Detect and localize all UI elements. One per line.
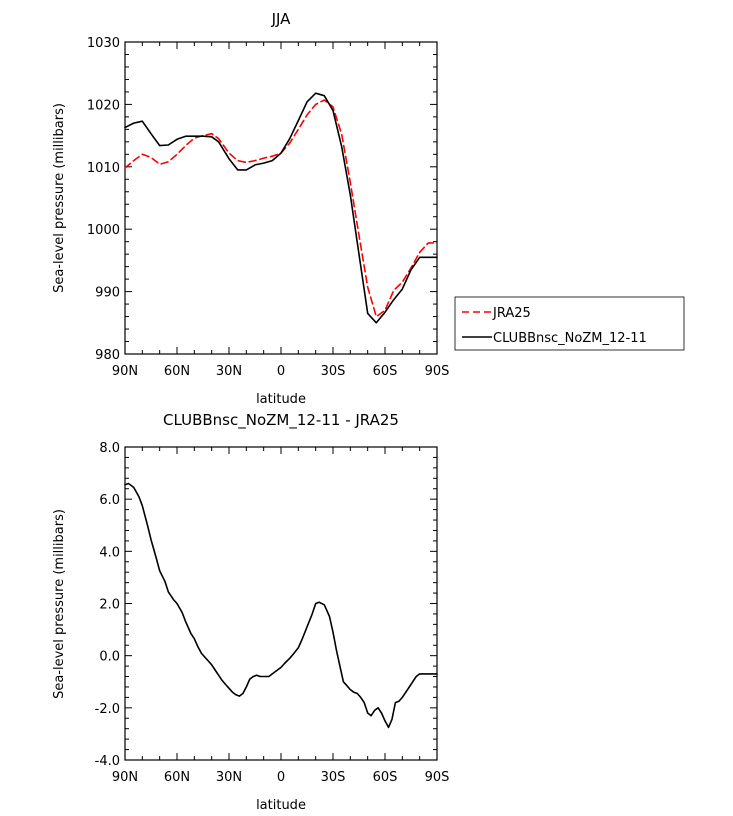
top-series-line-jra25 <box>124 99 438 318</box>
bottom-y-axis-label: Sea-level pressure (millibars) <box>52 509 67 699</box>
bottom-y-tick-label: 4.0 <box>99 545 120 560</box>
top-x-tick-label: 60N <box>164 364 190 379</box>
bottom-y-tick-label: 2.0 <box>99 598 120 613</box>
top-y-tick-label: 1030 <box>87 36 120 51</box>
bottom-axis-ticks: 90N 60N 30N 0 30S 60S 90S -4.0 -2.0 0.0 2.0 4.0 6.0 8… <box>95 441 450 785</box>
bottom-x-tick-label: 0 <box>277 770 285 785</box>
legend-label-clubb: CLUBBnsc_NoZM_12-11 <box>493 331 647 346</box>
top-series-group <box>124 92 438 324</box>
top-x-tick-label: 30S <box>321 364 346 379</box>
bottom-x-tick-label: 90N <box>112 770 138 785</box>
top-x-tick-label: 30N <box>216 364 242 379</box>
top-y-tick-label: 980 <box>95 348 120 363</box>
bottom-series-group <box>124 482 438 729</box>
bottom-chart-title: CLUBBnsc_NoZM_12-11 - JRA25 <box>163 411 399 430</box>
legend-label-jra25: JRA25 <box>492 306 531 321</box>
legend-box <box>454 296 685 351</box>
legend: JRA25 CLUBBnsc_NoZM_12-11 <box>454 296 685 351</box>
top-y-tick-label: 1010 <box>87 161 120 176</box>
top-x-tick-label: 90S <box>425 364 450 379</box>
top-x-tick-label: 90N <box>112 364 138 379</box>
bottom-y-tick-label: -2.0 <box>95 702 120 717</box>
bottom-x-tick-label: 30N <box>216 770 242 785</box>
bottom-x-tick-label: 30S <box>321 770 346 785</box>
bottom-x-tick-label: 60N <box>164 770 190 785</box>
bottom-plot-frame <box>124 446 438 761</box>
bottom-x-tick-label: 90S <box>425 770 450 785</box>
top-x-tick-label: 60S <box>373 364 398 379</box>
top-axis-ticks: 90N 60N 30N 0 30S 60S 90S 980 990 1000 1010 1020 103… <box>87 36 449 379</box>
top-y-tick-label: 1000 <box>87 223 120 238</box>
bottom-x-axis-label: latitude <box>256 798 306 813</box>
top-y-tick-label: 990 <box>95 286 120 301</box>
top-chart-title: JJA <box>271 10 292 28</box>
top-x-axis-label: latitude <box>256 392 306 407</box>
top-plot-frame <box>124 41 438 355</box>
bottom-series-line-difference <box>124 482 438 729</box>
top-y-tick-label: 1020 <box>87 98 120 113</box>
bottom-panel: CLUBBnsc_NoZM_12-11 - JRA25 90N 60N 30N 0 30… <box>52 411 449 813</box>
bottom-y-tick-label: -4.0 <box>95 754 120 769</box>
top-y-axis-label: Sea-level pressure (millibars) <box>52 103 67 293</box>
top-x-tick-label: 0 <box>277 364 285 379</box>
bottom-y-tick-label: 8.0 <box>99 441 120 456</box>
bottom-y-tick-label: 6.0 <box>99 493 120 508</box>
bottom-x-tick-label: 60S <box>373 770 398 785</box>
top-panel: JJA 90N 60N 30N 0 30S 60S 90S 980 990 1000 1010 102… <box>52 10 449 407</box>
top-series-line-clubbnsc-nozm-12-11 <box>124 92 438 324</box>
bottom-y-tick-label: 0.0 <box>99 650 120 665</box>
